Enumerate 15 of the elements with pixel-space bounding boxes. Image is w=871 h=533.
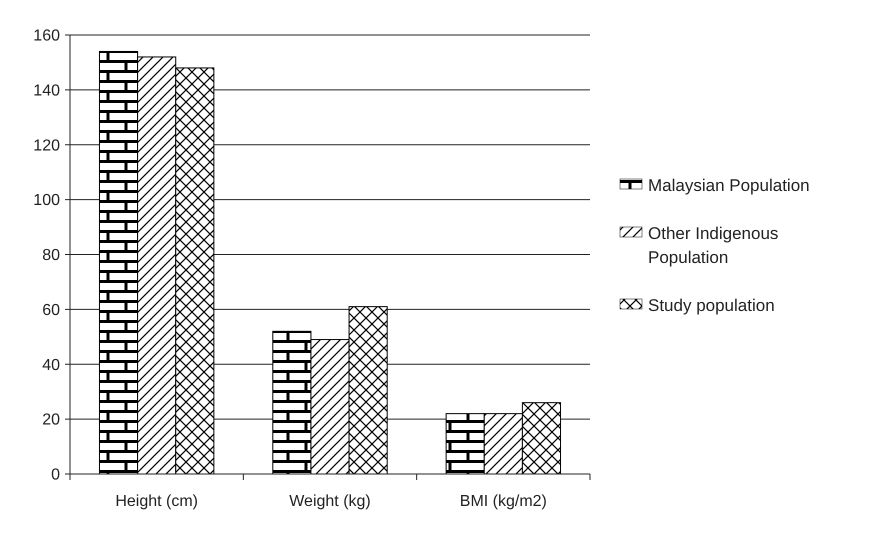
legend-label: Malaysian Population bbox=[648, 176, 810, 195]
y-tick-label: 80 bbox=[42, 247, 60, 264]
legend-label: Other Indigenous Population bbox=[648, 224, 778, 267]
legend-label: Study population bbox=[648, 296, 775, 315]
y-tick-label: 140 bbox=[33, 82, 60, 100]
y-tick-label: 100 bbox=[33, 192, 60, 210]
y-tick-label: 40 bbox=[42, 356, 60, 374]
x-tick-label: Weight (kg) bbox=[289, 493, 371, 510]
x-tick-label: BMI (kg/m2) bbox=[460, 493, 547, 510]
y-tick-label: 20 bbox=[42, 412, 60, 429]
y-tick-label: 120 bbox=[33, 137, 60, 154]
y-tick-label: 60 bbox=[42, 302, 60, 319]
y-tick-label: 160 bbox=[33, 28, 60, 45]
x-tick-label: Height (cm) bbox=[115, 493, 198, 510]
y-tick-label: 0 bbox=[51, 466, 60, 484]
